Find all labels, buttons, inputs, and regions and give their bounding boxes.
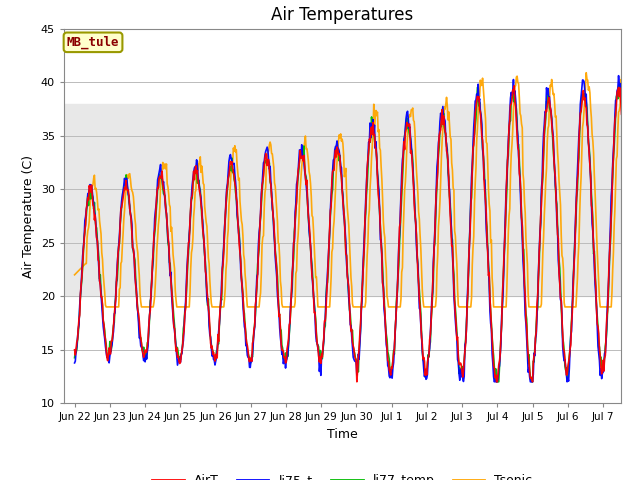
Title: Air Temperatures: Air Temperatures xyxy=(271,6,413,24)
X-axis label: Time: Time xyxy=(327,428,358,441)
Y-axis label: Air Temperature (C): Air Temperature (C) xyxy=(22,155,35,277)
Bar xyxy=(64,104,621,296)
Text: MB_tule: MB_tule xyxy=(67,36,119,49)
Legend: AirT, li75_t, li77_temp, Tsonic: AirT, li75_t, li77_temp, Tsonic xyxy=(147,469,538,480)
